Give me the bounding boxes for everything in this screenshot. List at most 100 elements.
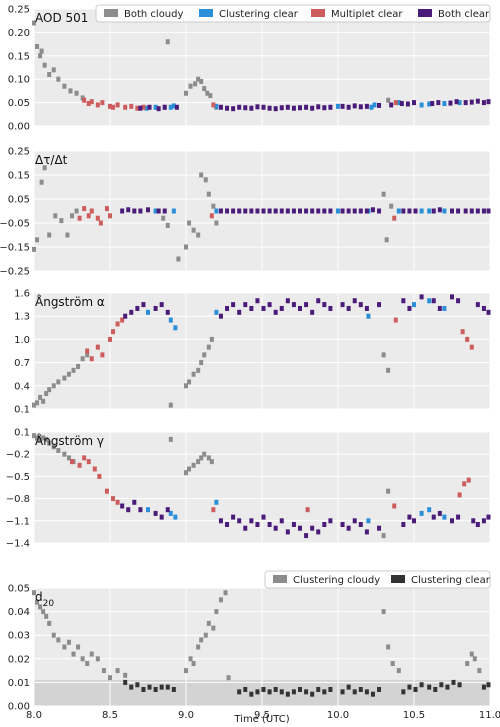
point-clustering-cloudy	[472, 656, 477, 662]
point-both-clear	[370, 207, 375, 213]
point-both-clear	[450, 208, 454, 214]
point-clustering-clear	[322, 689, 327, 695]
point-clustering-cloudy	[41, 609, 46, 615]
point-clustering-clear	[243, 686, 248, 692]
point-clustering-clear	[377, 686, 382, 692]
point-both-clear	[340, 302, 345, 308]
y-tick-label: 0.05	[8, 98, 30, 109]
point-multiplet-clear	[108, 103, 112, 109]
point-both-cloudy	[205, 90, 210, 96]
legend-label: Clustering cloudy	[293, 575, 380, 586]
point-clustering-cloudy	[51, 632, 56, 638]
point-both-clear	[298, 105, 302, 111]
point-clustering-clear	[168, 510, 173, 516]
point-both-clear	[285, 104, 290, 110]
point-both-clear	[132, 208, 137, 214]
point-both-cloudy	[199, 79, 204, 85]
point-both-clear	[279, 105, 284, 111]
point-multiplet-clear	[129, 103, 134, 109]
point-both-clear	[162, 104, 167, 110]
y-tick-label: −0.2	[6, 450, 30, 461]
point-both-clear	[243, 105, 248, 111]
point-both-clear	[431, 298, 436, 304]
point-clustering-cloudy	[35, 599, 40, 605]
point-both-clear	[291, 302, 296, 308]
point-clustering-clear	[419, 102, 424, 108]
point-both-clear	[358, 522, 363, 527]
point-both-clear	[412, 518, 416, 524]
point-both-clear	[316, 104, 321, 110]
point-both-clear	[405, 101, 410, 107]
point-both-cloudy	[199, 360, 204, 366]
point-clustering-clear	[445, 684, 450, 690]
point-clustering-cloudy	[38, 604, 43, 610]
point-clustering-cloudy	[188, 656, 193, 662]
point-multiplet-clear	[115, 499, 120, 505]
point-both-clear	[340, 522, 345, 527]
point-clustering-clear	[159, 684, 164, 690]
point-both-cloudy	[184, 90, 188, 96]
point-both-clear	[399, 101, 404, 107]
point-multiplet-clear	[209, 213, 214, 219]
point-clustering-clear	[214, 103, 219, 109]
point-both-clear	[132, 499, 137, 505]
point-clustering-clear	[285, 691, 290, 697]
point-both-cloudy	[47, 232, 52, 238]
point-multiplet-clear	[82, 206, 87, 212]
x-tick-label: 11.0	[479, 710, 500, 721]
point-both-clear	[225, 208, 230, 214]
point-multiplet-clear	[392, 215, 397, 221]
point-clustering-clear	[433, 686, 438, 692]
point-clustering-clear	[481, 684, 486, 690]
point-both-clear	[243, 208, 248, 214]
y-tick-label: 0.01	[8, 678, 30, 689]
point-both-clear	[475, 522, 480, 527]
point-multiplet-clear	[460, 329, 465, 335]
point-both-clear	[316, 529, 321, 535]
point-clustering-clear	[442, 101, 447, 107]
panel-title: d20	[35, 590, 54, 609]
point-both-clear	[138, 208, 143, 214]
point-both-cloudy	[214, 220, 219, 226]
point-both-clear	[401, 208, 406, 214]
point-both-cloudy	[381, 191, 386, 197]
point-multiplet-clear	[89, 99, 94, 105]
point-both-clear	[328, 305, 333, 311]
point-both-clear	[138, 507, 143, 513]
legend-label: Multiplet clear	[331, 9, 403, 20]
point-clustering-clear	[412, 302, 416, 308]
point-both-clear	[364, 208, 369, 214]
point-multiplet-clear	[77, 215, 82, 221]
point-multiplet-clear	[100, 100, 105, 106]
point-multiplet-clear	[85, 348, 90, 354]
point-both-cloudy	[42, 165, 47, 171]
point-multiplet-clear	[135, 105, 140, 111]
legend-2: Clustering cloudy Clustering clear	[264, 570, 491, 589]
point-multiplet-clear	[457, 492, 462, 498]
point-clustering-clear	[366, 518, 371, 524]
point-both-cloudy	[70, 213, 74, 219]
point-both-cloudy	[62, 375, 67, 381]
point-both-clear	[279, 305, 284, 311]
point-clustering-cloudy	[206, 620, 211, 626]
point-clustering-clear	[442, 305, 447, 311]
legend-label: Both cloudy	[124, 9, 183, 20]
point-both-cloudy	[56, 448, 61, 453]
point-both-clear	[340, 103, 345, 109]
y-tick-label: 1.3	[14, 312, 30, 323]
point-clustering-clear	[328, 686, 333, 692]
point-both-clear	[126, 207, 131, 213]
point-clustering-clear	[141, 686, 146, 692]
point-both-clear	[231, 302, 236, 308]
legend-swatch	[391, 575, 405, 583]
panel-title: AOD 501	[35, 11, 88, 25]
point-both-cloudy	[38, 53, 43, 59]
panel-title: Ångström γ	[35, 433, 104, 448]
point-clustering-cloudy	[203, 632, 208, 638]
point-both-clear	[469, 99, 474, 105]
point-multiplet-clear	[104, 488, 109, 494]
point-both-clear	[352, 103, 357, 109]
point-clustering-clear	[457, 100, 462, 106]
point-both-cloudy	[381, 352, 386, 358]
point-both-cloudy	[56, 379, 61, 385]
